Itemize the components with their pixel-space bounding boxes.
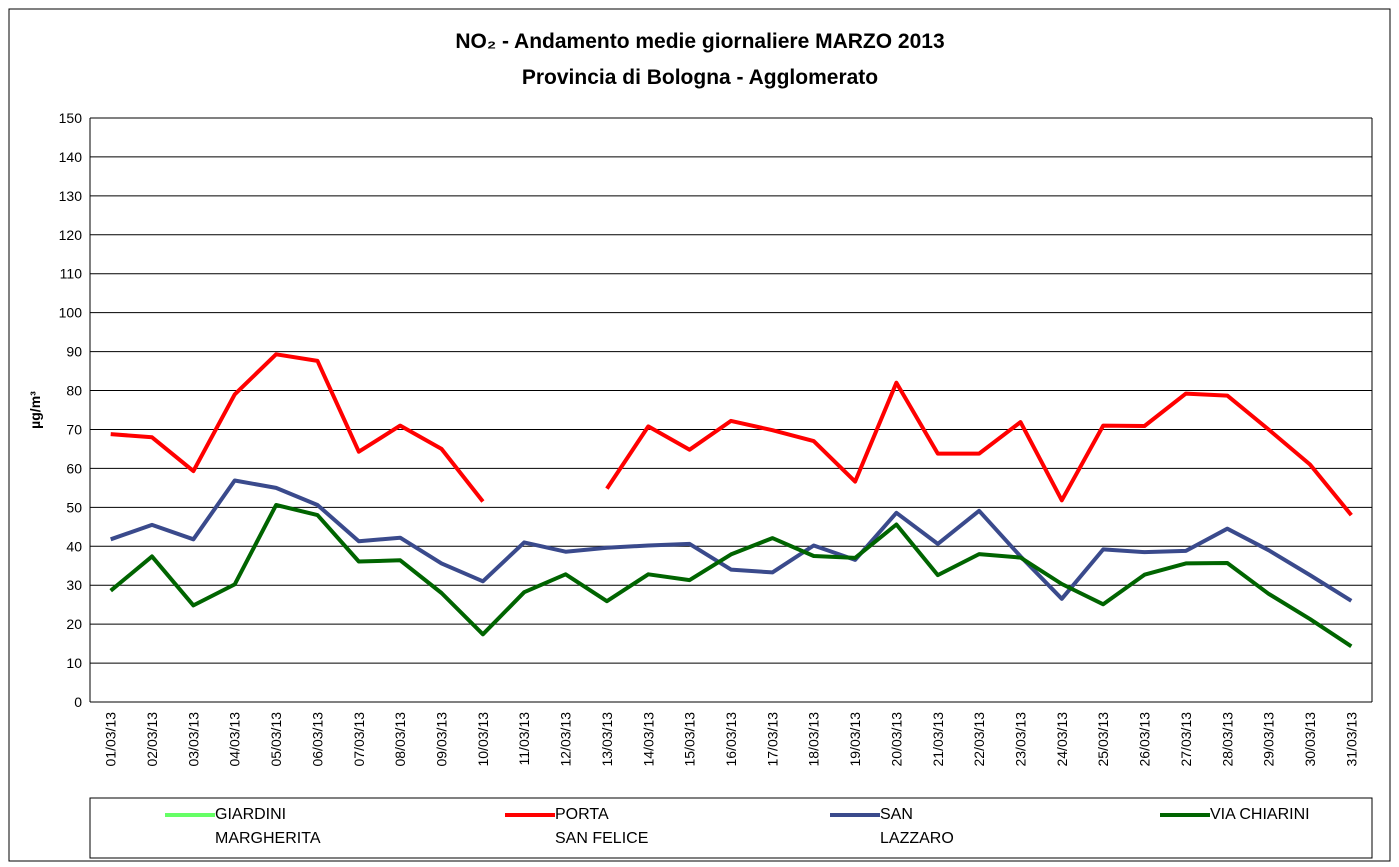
y-tick-label: 110	[60, 266, 83, 282]
legend-swatch	[1160, 813, 1210, 817]
x-tick-label: 07/03/13	[351, 712, 367, 767]
x-tick-label: 11/03/13	[516, 712, 532, 766]
x-tick-label: 31/03/13	[1343, 712, 1359, 767]
x-tick-label: 24/03/13	[1054, 712, 1070, 767]
x-tick-label: 20/03/13	[888, 712, 904, 767]
x-tick-label: 01/03/13	[103, 712, 119, 767]
x-tick-label: 03/03/13	[185, 712, 201, 767]
x-tick-label: 19/03/13	[847, 712, 863, 767]
x-tick-label: 21/03/13	[930, 712, 946, 767]
legend-swatch	[505, 813, 555, 817]
x-tick-label: 30/03/13	[1302, 712, 1318, 767]
x-tick-label: 29/03/13	[1261, 712, 1277, 767]
x-tick-label: 16/03/13	[723, 712, 739, 767]
y-tick-label: 90	[66, 344, 82, 360]
chart-subtitle: Provincia di Bologna - Agglomerato	[522, 66, 878, 89]
legend-box	[89, 797, 1373, 859]
y-tick-label: 70	[66, 421, 82, 437]
x-tick-label: 13/03/13	[599, 712, 615, 767]
legend-item: PORTA SAN FELICE	[505, 806, 648, 851]
x-tick-label: 28/03/13	[1219, 712, 1235, 767]
y-axis-label: µg/m³	[27, 391, 43, 429]
x-tick-label: 10/03/13	[475, 712, 491, 767]
x-tick-label: 25/03/13	[1095, 712, 1111, 767]
legend-swatch	[165, 813, 215, 817]
x-tick-label: 14/03/13	[640, 712, 656, 767]
legend-item: SAN LAZZARO	[830, 806, 954, 851]
x-tick-label: 04/03/13	[227, 712, 243, 767]
x-tick-label: 26/03/13	[1137, 712, 1153, 767]
x-tick-label: 08/03/13	[392, 712, 408, 767]
y-tick-label: 10	[66, 655, 82, 671]
y-tick-label: 150	[59, 110, 83, 126]
series-line	[110, 352, 1353, 517]
x-tick-label: 17/03/13	[764, 712, 780, 767]
legend: GIARDINI MARGHERITA PORTA SAN FELICE SAN L…	[90, 798, 1372, 858]
x-tick-label: 06/03/13	[309, 712, 325, 767]
series-line	[110, 478, 1353, 603]
legend-item: GIARDINI MARGHERITA	[165, 806, 320, 851]
y-tick-label: 130	[59, 188, 83, 204]
chart-title: NO₂ - Andamento medie giornaliere MARZO …	[455, 30, 944, 53]
legend-swatch	[830, 813, 880, 817]
y-tick-label: 0	[74, 694, 82, 710]
x-tick-label: 22/03/13	[971, 712, 987, 767]
y-tick-label: 120	[59, 227, 83, 243]
y-tick-label: 20	[66, 616, 82, 632]
x-tick-label: 05/03/13	[268, 712, 284, 767]
x-tick-label: 27/03/13	[1178, 712, 1194, 767]
legend-label: VIA CHIARINI	[1210, 806, 1310, 823]
legend-label: SAN LAZZARO	[880, 806, 954, 847]
y-tick-label: 30	[66, 577, 82, 593]
x-tick-label: 12/03/13	[558, 712, 574, 767]
x-tick-label: 18/03/13	[806, 712, 822, 767]
x-tick-label: 15/03/13	[682, 712, 698, 767]
y-tick-label: 40	[66, 538, 82, 554]
y-tick-label: 80	[66, 383, 82, 399]
y-tick-label: 50	[66, 499, 82, 515]
x-tick-label: 23/03/13	[1012, 712, 1028, 767]
legend-label: GIARDINI MARGHERITA	[215, 806, 321, 847]
legend-item: VIA CHIARINI	[1160, 806, 1310, 827]
y-tick-label: 60	[66, 460, 82, 476]
chart-border	[8, 8, 1391, 862]
series-line	[109, 503, 1353, 648]
legend-label: PORTA SAN FELICE	[555, 806, 649, 847]
x-tick-label: 02/03/13	[144, 712, 160, 767]
x-tick-label: 09/03/13	[434, 712, 450, 767]
y-tick-label: 100	[59, 305, 83, 321]
y-tick-label: 140	[59, 149, 83, 165]
